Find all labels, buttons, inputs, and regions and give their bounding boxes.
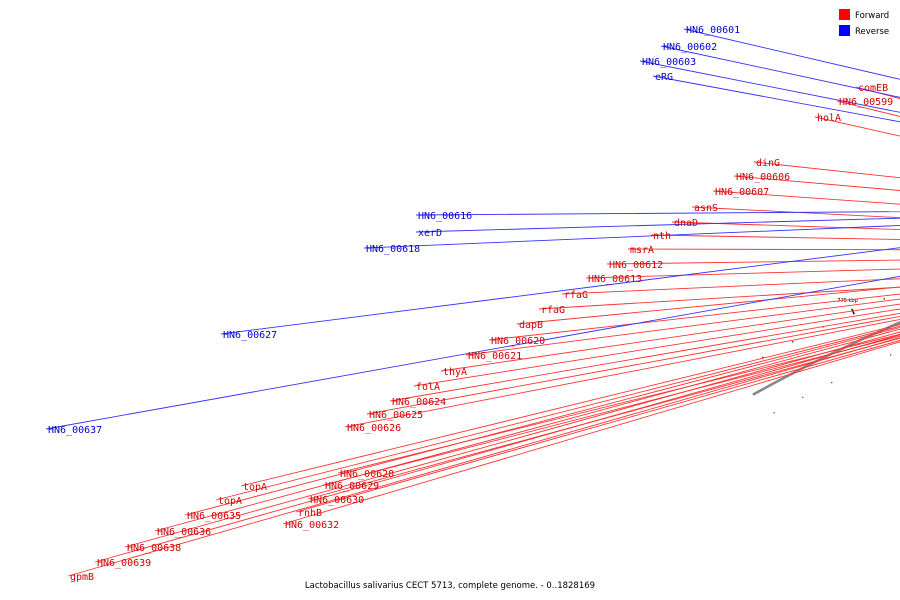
gene-leader-line — [124, 331, 900, 548]
gene-leader-line — [295, 339, 900, 513]
gene-label: rnhB — [298, 508, 322, 519]
gene-leader-line — [465, 298, 900, 356]
caption: Lactobacillus salivarius CECT 5713, comp… — [305, 581, 595, 591]
gene-label: HN6_00630 — [310, 495, 364, 506]
gene-leader-line — [184, 327, 900, 516]
gene-leader-line — [45, 275, 900, 430]
gene-leader-line — [671, 221, 900, 230]
gene-label: HN6_00620 — [491, 336, 545, 347]
gene-leader-line — [415, 217, 900, 233]
gene-leader-line — [561, 278, 900, 295]
gene-label: HN6_00627 — [223, 330, 277, 341]
gene-label: HN6_00624 — [392, 397, 446, 408]
gene-label: nth — [653, 231, 671, 242]
legend: Forward Reverse — [839, 9, 889, 37]
gene-label: HN6_00638 — [127, 543, 181, 554]
gene-leader-line — [215, 325, 900, 501]
gene-label: HN6_00625 — [369, 410, 423, 421]
gene-leader-line — [154, 328, 900, 532]
gene-leader-line — [606, 259, 900, 265]
gene-label: thyA — [443, 367, 467, 378]
gene-label: HN6_00628 — [340, 469, 394, 480]
gene-label: HN6_00613 — [588, 274, 642, 285]
gene-label: dinG — [756, 158, 780, 169]
gene-label: comEB — [858, 83, 888, 94]
scale-minor-tick — [773, 412, 775, 414]
gene-label: holA — [817, 113, 841, 124]
gene-leader-line — [538, 286, 900, 310]
label-layer: comEB HN6_00599 holA HN6_00601 HN6_00602 HN6_… — [48, 25, 893, 583]
gene-leader-line — [415, 211, 900, 216]
gene-label: HN6_00632 — [285, 520, 339, 531]
gene-leader-line — [240, 324, 900, 487]
gene-label: HN6_00635 — [187, 511, 241, 522]
gene-label: HN6_00612 — [609, 260, 663, 271]
gene-leader-line — [585, 268, 900, 279]
gene-leader-line — [627, 248, 900, 251]
gene-label: HN6_00606 — [736, 172, 790, 183]
gene-label: folA — [416, 382, 440, 393]
gene-label: HN6_00616 — [418, 211, 472, 222]
scale-tick — [851, 308, 855, 315]
gene-label: HN6_00618 — [366, 244, 420, 255]
scale-minor-tick — [802, 396, 804, 399]
gene-label: rfaG — [564, 290, 588, 301]
gene-label: topA — [218, 496, 242, 507]
legend-reverse-label: Reverse — [855, 27, 889, 37]
scale-minor-tick — [889, 354, 892, 356]
gene-label: xerD — [418, 228, 442, 239]
gene-label: dnaD — [674, 218, 698, 229]
gene-leader-line — [855, 86, 900, 100]
gene-leader-line — [516, 286, 900, 325]
legend-forward-swatch — [839, 9, 850, 20]
gene-label: HN6_00626 — [347, 423, 401, 434]
scale-minor-tick — [883, 298, 886, 300]
gene-leader-line — [389, 312, 900, 402]
gene-label: HN6_00607 — [715, 187, 769, 198]
gene-label: asnS — [694, 203, 718, 214]
scale-minor-tick — [831, 381, 833, 384]
gene-label: msrA — [630, 245, 654, 256]
gene-label: topA — [243, 482, 267, 493]
gene-leader-line — [322, 335, 900, 486]
gene-label: HN6_00621 — [468, 351, 522, 362]
gene-label: dapB — [519, 320, 543, 331]
gene-leader-line — [344, 318, 900, 428]
gene-label: HN6_00601 — [686, 25, 740, 36]
gene-label: HN6_00603 — [642, 57, 696, 68]
gene-leader-line — [67, 337, 900, 577]
legend-forward-label: Forward — [855, 11, 889, 21]
gene-label: HN6_00599 — [839, 97, 893, 108]
gene-leader-line — [282, 341, 900, 525]
gene-leader-line — [650, 234, 900, 240]
scale-tick-label: 775 kbp — [837, 298, 857, 304]
gene-label: HN6_00629 — [325, 481, 379, 492]
gene-leader-line — [363, 225, 900, 249]
legend-reverse-swatch — [839, 25, 850, 36]
leader-layer — [45, 28, 900, 577]
gene-leader-line — [307, 337, 900, 500]
gene-label: HN6_00636 — [157, 527, 211, 538]
gene-leader-line — [413, 308, 900, 387]
gene-leader-line — [94, 334, 900, 563]
gene-leader-line — [440, 303, 900, 372]
gene-leader-line — [814, 116, 900, 137]
scale-minor-tick — [791, 341, 794, 343]
gene-leader-line — [691, 206, 900, 219]
gene-leader-line — [488, 293, 900, 341]
gene-leader-line — [836, 100, 900, 117]
gene-label: gpmB — [70, 572, 94, 583]
gene-leader-line — [366, 315, 900, 415]
gene-leader-line — [220, 247, 900, 335]
gene-label: eRG — [655, 72, 673, 83]
gene-label: HN6_00639 — [97, 558, 151, 569]
gene-label: HN6_00637 — [48, 425, 102, 436]
gene-label: HN6_00602 — [663, 42, 717, 53]
gene-label: rfaG — [541, 305, 565, 316]
